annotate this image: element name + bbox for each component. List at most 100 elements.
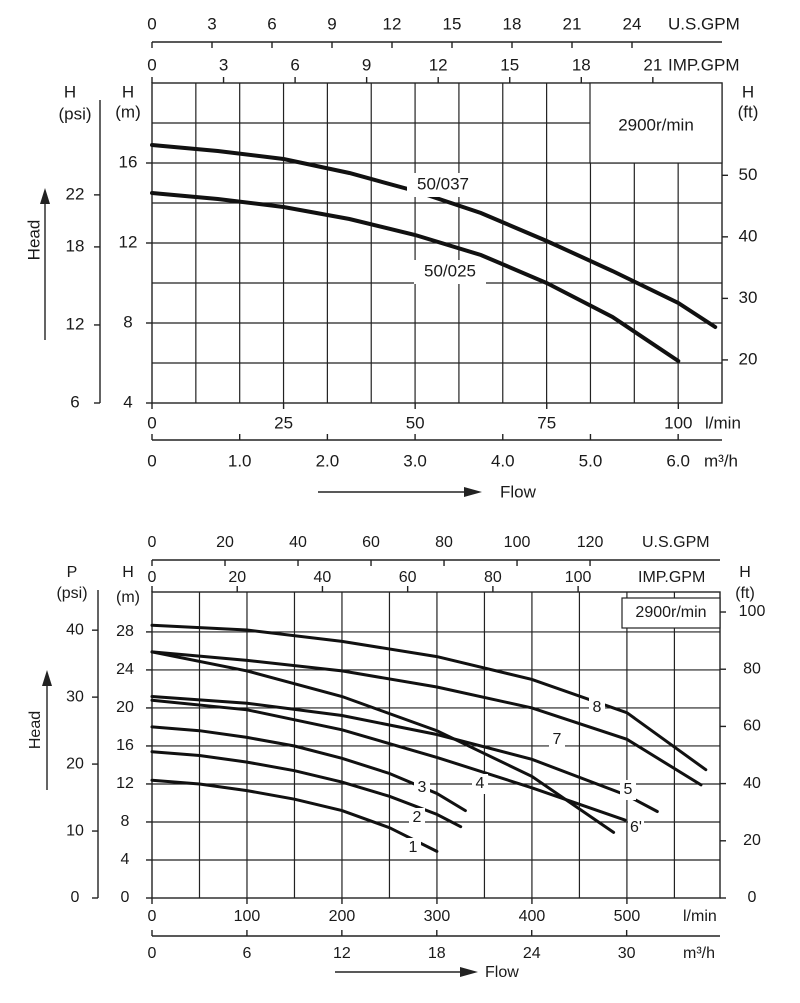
x3-tick-label: 120 bbox=[577, 534, 604, 551]
x3-tick-label: 40 bbox=[289, 534, 307, 551]
curve-label: 4 bbox=[476, 775, 485, 792]
flow-arrow-head bbox=[464, 487, 482, 497]
y-tick-label: 16 bbox=[116, 737, 134, 754]
curve-label-bg bbox=[549, 730, 565, 750]
curve-label: 7 bbox=[553, 731, 562, 748]
curve-label: 2 bbox=[413, 809, 422, 826]
curve-label-bg bbox=[589, 698, 605, 718]
x2-tick-label: 18 bbox=[428, 945, 446, 962]
x4-tick-label: 6 bbox=[290, 55, 299, 74]
plot-frame bbox=[151, 591, 721, 899]
y3-label: H bbox=[742, 82, 754, 101]
x3-tick-label: 3 bbox=[207, 14, 216, 33]
chart-top: Head Flow 2900r/min 0 25 50 75 100 0 1.0 2.0 3.0 4… bbox=[24, 14, 758, 501]
x3-tick-label: 80 bbox=[435, 534, 453, 551]
x-tick-label: 400 bbox=[519, 908, 546, 925]
y-tick-label: 24 bbox=[116, 661, 134, 678]
x-tick-label: 100 bbox=[234, 908, 261, 925]
pump-curve bbox=[150, 623, 708, 772]
pump-curve bbox=[150, 750, 463, 829]
y-label: H bbox=[122, 82, 134, 101]
y3-tick-label: 30 bbox=[739, 288, 758, 307]
curve-label-bg bbox=[407, 173, 479, 197]
y-tick-label: 4 bbox=[123, 392, 132, 411]
x4-axis-label: IMP.GPM bbox=[638, 569, 705, 586]
x2-axis-label: m³/h bbox=[683, 945, 715, 962]
x-title: Flow bbox=[500, 482, 537, 501]
x3-tick-label: 18 bbox=[503, 14, 522, 33]
x2-tick-label: 4.0 bbox=[491, 451, 515, 470]
x3-tick-label: 15 bbox=[443, 14, 462, 33]
curve-label-bg bbox=[620, 780, 636, 800]
x2-tick-label: 3.0 bbox=[403, 451, 427, 470]
speed-label: 2900r/min bbox=[635, 604, 706, 621]
y2-label: H bbox=[64, 82, 76, 101]
y-tick-label: 28 bbox=[116, 623, 134, 640]
y3-tick-label: 50 bbox=[739, 165, 758, 184]
y-tick-label: 16 bbox=[119, 152, 138, 171]
y-unit: (m) bbox=[115, 102, 140, 121]
x-tick-label: 0 bbox=[148, 908, 157, 925]
curve-label-bg bbox=[472, 774, 488, 794]
x3-tick-label: 24 bbox=[623, 14, 642, 33]
y-unit: (m) bbox=[116, 589, 140, 606]
y2-tick-label: 12 bbox=[66, 314, 85, 333]
y3-tick-label: 80 bbox=[743, 660, 761, 677]
curve-label-bg bbox=[405, 838, 421, 858]
curve-label: 3 bbox=[418, 779, 427, 796]
y2-tick-label: 22 bbox=[66, 184, 85, 203]
x3-tick-label: 0 bbox=[148, 534, 157, 551]
x-tick-label: 75 bbox=[537, 413, 556, 432]
y-tick-label: 12 bbox=[119, 232, 138, 251]
y2-tick-label: 40 bbox=[66, 621, 84, 638]
x-tick-label: 25 bbox=[274, 413, 293, 432]
x4-tick-label: 20 bbox=[228, 569, 246, 586]
y2-unit: (psi) bbox=[58, 104, 91, 123]
curve-label-bg bbox=[414, 260, 486, 284]
curve-label-bg bbox=[628, 818, 644, 838]
pump-curve bbox=[150, 650, 703, 787]
x3-axis-label: U.S.GPM bbox=[668, 14, 740, 33]
x-tick-label: 300 bbox=[424, 908, 451, 925]
y2-tick-label: 18 bbox=[66, 236, 85, 255]
head-arrow-head bbox=[40, 188, 50, 204]
y3-tick-label: 100 bbox=[739, 603, 766, 620]
x2-axis-label: m³/h bbox=[704, 451, 738, 470]
x2-tick-label: 5.0 bbox=[579, 451, 603, 470]
y3-unit: (ft) bbox=[735, 585, 755, 602]
pump-curve bbox=[150, 698, 627, 822]
y-tick-label: 20 bbox=[116, 699, 134, 716]
x4-tick-label: 0 bbox=[147, 55, 156, 74]
pump-curve bbox=[150, 695, 659, 813]
pump-curve bbox=[150, 191, 681, 363]
y3-tick-label: 60 bbox=[743, 718, 761, 735]
y-tick-label: 8 bbox=[121, 813, 130, 830]
x-axis-label: l/min bbox=[705, 413, 741, 432]
y2-tick-label: 20 bbox=[66, 755, 84, 772]
x4-tick-label: 0 bbox=[148, 569, 157, 586]
x3-tick-label: 100 bbox=[504, 534, 531, 551]
y-tick-label: 4 bbox=[121, 851, 130, 868]
x2-tick-label: 0 bbox=[148, 945, 157, 962]
y3-tick-label: 20 bbox=[739, 349, 758, 368]
curve-label: 50/037 bbox=[417, 174, 469, 193]
y-title: Head bbox=[27, 711, 44, 749]
x3-tick-label: 20 bbox=[216, 534, 234, 551]
pump-curve bbox=[150, 650, 616, 834]
x3-tick-label: 60 bbox=[362, 534, 380, 551]
y2-tick-label: 10 bbox=[66, 822, 84, 839]
x2-tick-label: 24 bbox=[523, 945, 541, 962]
curve-label: 1 bbox=[409, 839, 418, 856]
y-tick-label: 0 bbox=[121, 889, 130, 906]
pump-curve bbox=[150, 143, 718, 329]
x4-axis-label: IMP.GPM bbox=[668, 55, 739, 74]
curve-label: 8 bbox=[593, 699, 602, 716]
x4-tick-label: 80 bbox=[484, 569, 502, 586]
x3-tick-label: 9 bbox=[327, 14, 336, 33]
x4-tick-label: 60 bbox=[399, 569, 417, 586]
pump-curve bbox=[150, 778, 439, 853]
x-tick-label: 100 bbox=[664, 413, 692, 432]
y3-tick-label: 0 bbox=[748, 889, 757, 906]
y-tick-label: 8 bbox=[123, 312, 132, 331]
